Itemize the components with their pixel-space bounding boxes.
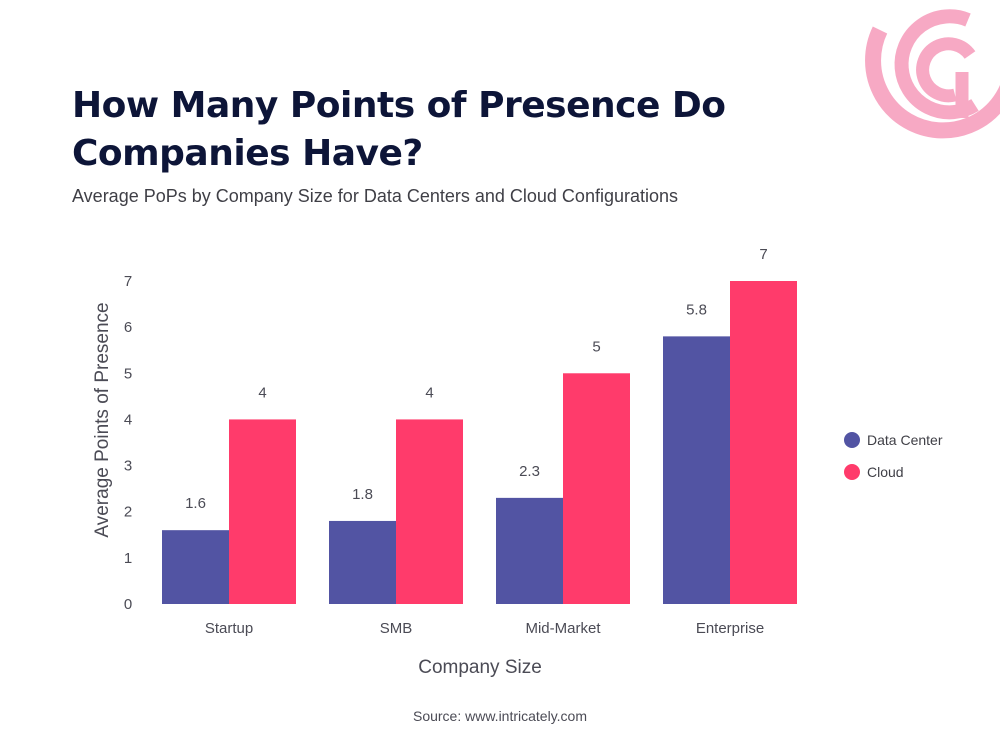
source-note: Source: www.intricately.com	[412, 708, 587, 724]
y-tick-label: 2	[124, 504, 132, 521]
bar-data-center-startup	[162, 530, 229, 604]
x-tick-label: Enterprise	[696, 620, 764, 637]
y-tick-label: 3	[124, 458, 132, 475]
bar-value-label: 5	[592, 338, 600, 355]
bar-value-label: 4	[258, 384, 266, 401]
bar-data-center-mid-market	[496, 497, 563, 604]
bar-value-label: 1.6	[185, 495, 206, 512]
bar-chart: 0 1 2 3 4 5 6 7 1.6 4 1.8 4 2.3 5 5.8 7 Startup SMB Mid-…	[92, 246, 797, 678]
bar-value-label: 5.8	[686, 301, 707, 318]
legend-swatch-data-center	[844, 432, 860, 448]
y-axis-ticks: 0 1 2 3 4 5 6 7	[124, 273, 132, 613]
y-tick-label: 4	[124, 411, 132, 428]
bar-data-center-enterprise	[663, 336, 730, 604]
bar-value-label: 4	[425, 384, 433, 401]
y-tick-label: 6	[124, 319, 132, 336]
logo-inner-ring	[916, 37, 976, 103]
legend-item-cloud[interactable]: Cloud	[844, 456, 942, 488]
y-tick-label: 1	[124, 550, 132, 567]
bar-cloud-mid-market	[563, 373, 630, 604]
bar-value-label: 1.8	[352, 486, 373, 503]
bar-series	[162, 281, 797, 604]
bar-value-label: 7	[759, 246, 767, 263]
chart-subtitle: Average PoPs by Company Size for Data Ce…	[72, 186, 678, 206]
legend-label-cloud: Cloud	[867, 464, 904, 480]
bar-data-center-smb	[329, 520, 396, 604]
chart-legend: Data Center Cloud	[844, 424, 942, 488]
legend-label-data-center: Data Center	[867, 432, 943, 448]
x-tick-label: Startup	[205, 620, 253, 637]
bar-value-label: 2.3	[519, 463, 540, 480]
chart-title: How Many Points of Presence Do Companies…	[72, 85, 726, 174]
brand-logo-icon	[865, 9, 1000, 139]
bar-cloud-smb	[396, 419, 463, 604]
logo-outer-ring	[865, 26, 1000, 139]
x-axis-label: Company Size	[418, 657, 542, 678]
y-tick-label: 5	[124, 365, 132, 382]
logo-middle-ring	[894, 9, 979, 120]
y-tick-label: 0	[124, 596, 132, 613]
x-tick-label: Mid-Market	[525, 620, 601, 637]
data-labels: 1.6 4 1.8 4 2.3 5 5.8 7	[185, 246, 768, 512]
y-tick-label: 7	[124, 273, 132, 290]
bar-cloud-enterprise	[730, 281, 797, 604]
legend-swatch-cloud	[844, 464, 860, 480]
x-axis-ticks: Startup SMB Mid-Market Enterprise	[205, 620, 764, 637]
y-axis-label: Average Points of Presence	[92, 302, 113, 537]
bar-cloud-startup	[229, 419, 296, 604]
legend-item-data-center[interactable]: Data Center	[844, 424, 942, 456]
x-tick-label: SMB	[380, 620, 413, 637]
